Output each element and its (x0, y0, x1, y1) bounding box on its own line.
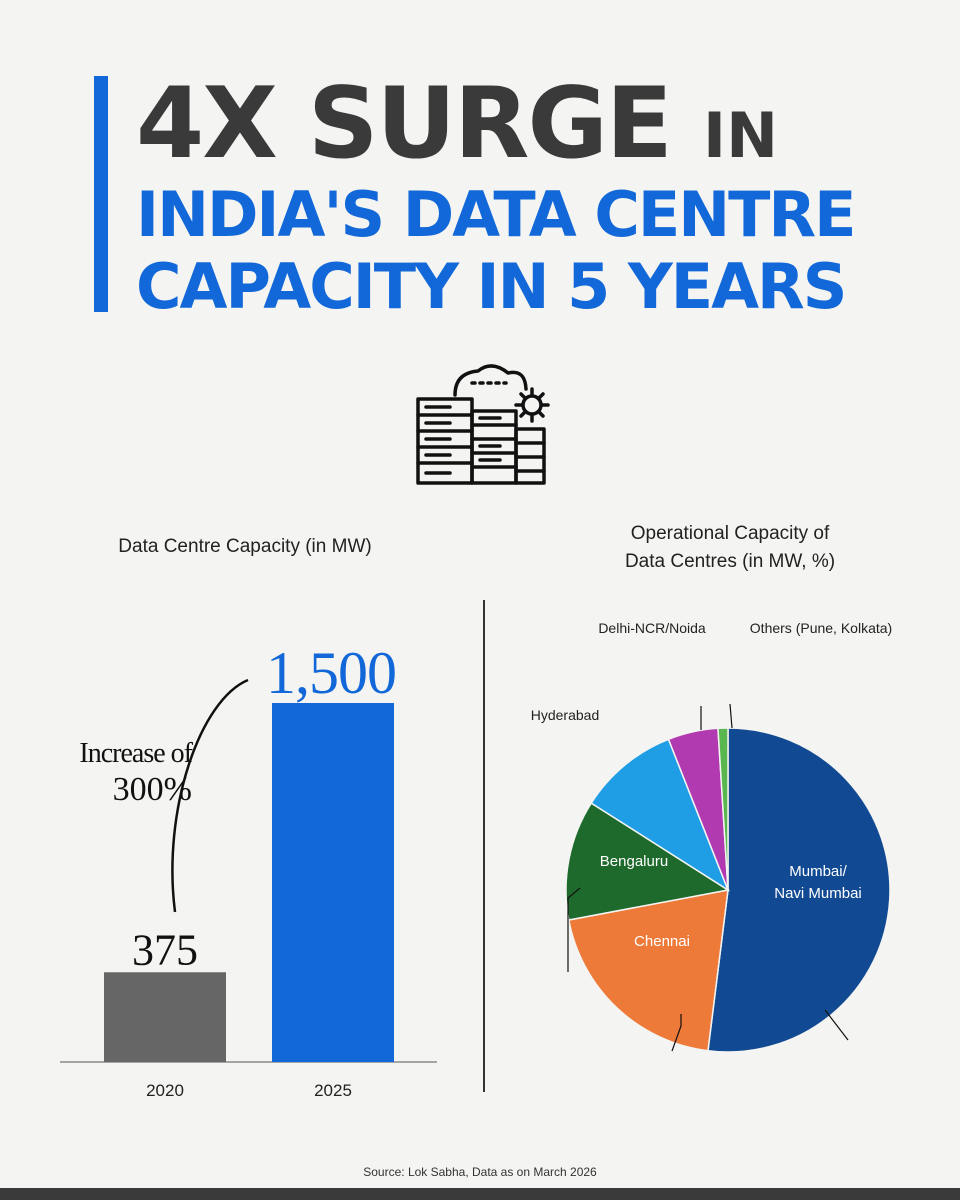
source-note: Source: Lok Sabha, Data as on March 2026 (363, 1165, 597, 1179)
headline-main: 4X SURGE (136, 67, 673, 181)
chart-divider (483, 600, 485, 1092)
slice-label: Mumbai/ (789, 863, 847, 880)
slice-label: Bengaluru (600, 853, 668, 870)
pie-slice (590, 738, 730, 892)
pie-chart-title: Operational Capacity of Data Centres (in… (560, 520, 900, 576)
x-tick-label: 2025 (314, 1081, 352, 1100)
bar-2025 (272, 703, 394, 1062)
slice-label: Navi Mumbai (774, 885, 862, 902)
headline: 4X SURGE IN (136, 68, 778, 192)
leader-line (567, 887, 581, 972)
leader-line (824, 1009, 849, 1041)
subheadline-line2: CAPACITY IN 5 YEARS (136, 250, 847, 323)
annotation-line1: Increase of (79, 738, 193, 769)
footer-bar (0, 1188, 960, 1200)
annotation-line2: 300% (113, 771, 192, 808)
leader-line (729, 703, 733, 729)
increase-arrow-curve (171, 678, 249, 913)
slice-label: Chennai (634, 933, 690, 950)
pie-slice (717, 727, 729, 891)
pie-chart: Mumbai/Navi Mumbai790 MW52%Chennai305 MW… (531, 620, 892, 1053)
bar-chart-title: Data Centre Capacity (in MW) (118, 536, 372, 557)
pie-slice (567, 889, 729, 1052)
headline-in: IN (703, 99, 778, 172)
subheadline-line1: INDIA'S DATA CENTRE (136, 178, 857, 251)
slice-category-label: Hyderabad (531, 707, 600, 723)
pie-slice (707, 727, 891, 1053)
value-label-2020: 375 (132, 925, 198, 974)
x-tick-label: 2020 (146, 1081, 184, 1100)
server-cloud-icon (416, 364, 550, 485)
value-label-2025: 1,500 (266, 640, 396, 706)
pie-chart-title-line2: Data Centres (in MW, %) (624, 551, 836, 572)
bar-2020 (104, 972, 226, 1062)
pie-chart-title-line1: Operational Capacity of (630, 523, 830, 544)
leader-line (671, 1014, 682, 1052)
slice-category-label: Delhi-NCR/Noida (598, 620, 706, 636)
title-accent-bar (94, 76, 108, 312)
slice-category-label: Others (Pune, Kolkata) (750, 620, 892, 636)
